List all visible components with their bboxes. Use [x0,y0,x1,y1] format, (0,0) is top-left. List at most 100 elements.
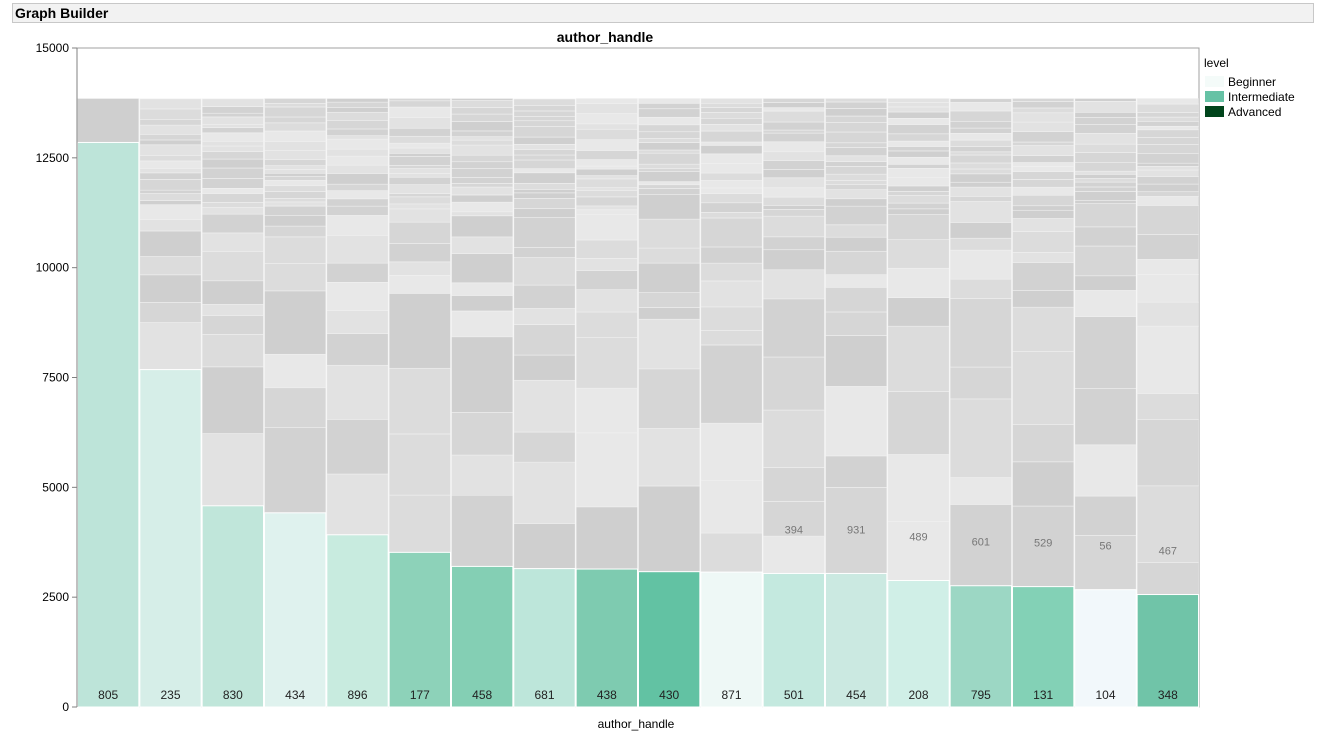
stack-segment [825,236,888,252]
stack-segment [887,214,950,240]
stack-segment [700,117,763,125]
stack-segment [326,101,389,108]
stack-segment [326,135,389,140]
window-title-bar: Graph Builder [12,3,1314,23]
bar-430 [638,571,701,708]
stack-segment [1136,205,1199,235]
bar-795 [949,585,1013,708]
stack-segment [700,532,763,573]
stack-segment [825,205,888,226]
stack-segment [513,159,576,169]
stack-segment [825,142,888,148]
bar-label-131: 131 [1033,688,1053,702]
y-tick-label: 15000 [36,41,70,55]
stack-segment [388,243,451,263]
stack-segment [700,102,763,108]
stack-segment [825,166,888,175]
stack-segment [1136,137,1199,145]
stack-segment [201,188,264,194]
stack-segment [513,168,576,174]
stack-segment [638,428,701,487]
stack-segment [887,98,950,103]
stack-segment [825,101,888,109]
stack-segment [201,106,264,114]
stack-segment [638,168,701,173]
stack-segment [949,186,1012,197]
stack-segment [949,101,1012,112]
stack-segment [638,184,701,189]
stack-segment [575,270,638,291]
stack-segment [575,432,638,508]
stack-segment [201,207,264,215]
stack-segment [638,188,701,195]
stack-segment [201,132,264,142]
y-tick-label: 12500 [36,151,70,165]
stack-segment [949,278,1012,299]
stack-segment [1136,176,1199,185]
stack-segment [1074,191,1137,201]
stack-segment [264,191,327,199]
stack-segment [575,128,638,140]
stack-segment [1074,124,1137,134]
y-tick-label: 7500 [42,371,69,385]
stack-segment [513,110,576,117]
stack-segment [1012,155,1075,163]
stack-segment [575,165,638,170]
stack-segment [139,193,202,201]
stack-segment [949,237,1012,251]
stack-segment [264,150,327,160]
stack-segment [388,165,451,169]
stack-segment [1012,171,1075,180]
bar-label-104: 104 [1095,688,1115,702]
stack-segment [513,120,576,127]
stack-segment [638,108,701,118]
stack-segment [700,344,763,424]
stack-segment [762,269,825,300]
stack-segment [513,324,576,356]
stack-segment [700,422,763,481]
stack-segment [326,364,389,420]
stack-segment [451,412,514,456]
stack-segment [887,163,950,169]
stack-segment [451,236,514,254]
stack-segment [762,187,825,198]
stack-segment [264,201,327,207]
stack-segment [1074,178,1137,183]
y-tick-label: 2500 [42,590,69,604]
stack-segment [825,155,888,162]
bar-501 [762,572,826,708]
stack-segment [326,148,389,157]
segment-label-56: 56 [1099,541,1111,553]
stack-segment [887,208,950,215]
stack-segment [1136,153,1199,164]
stack-segment [451,494,514,567]
stack-segment [700,262,763,282]
bar-454 [825,572,888,708]
stack-segment [949,98,1012,103]
stack-segment [825,487,888,574]
stack-segment [700,112,763,119]
stack-segment [1074,173,1137,179]
stack-segment [700,130,763,143]
bar-208 [887,579,950,708]
stack-segment [451,186,514,196]
stack-segment [1074,316,1137,389]
stack-segment [388,275,451,294]
stack-segment [1136,485,1199,563]
stack-segment [887,124,950,135]
stack-segment [575,209,638,215]
stack-segment [139,256,202,276]
stack-segment [1074,143,1137,153]
stack-segment [762,151,825,161]
stack-segment [887,297,950,327]
segment-label-489: 489 [909,531,927,543]
stack-segment [1136,419,1199,487]
stack-segment [451,98,514,101]
stack-segment [451,310,514,338]
stack-segment [264,141,327,151]
bar-label-235: 235 [160,688,180,702]
stack-segment [575,196,638,207]
stack-segment [451,154,514,163]
bar-label-434: 434 [285,688,305,702]
stack-segment [201,112,264,118]
